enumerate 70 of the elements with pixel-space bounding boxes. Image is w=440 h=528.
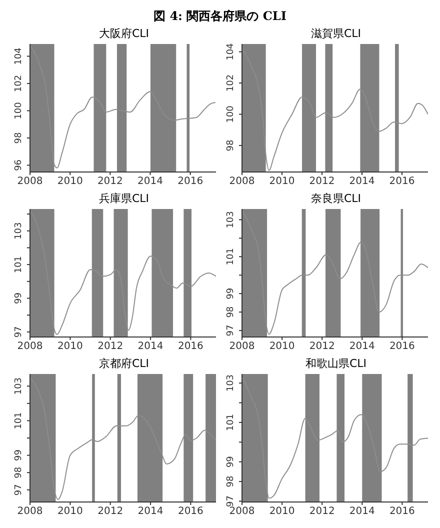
y-tick-label: 98: [14, 132, 24, 144]
chart-title: 和歌山県CLI: [304, 356, 368, 372]
y-tick-label: 99: [226, 288, 236, 300]
y-tick-label: 100: [14, 102, 24, 120]
x-tick-label: 2012: [309, 341, 335, 352]
x-tick-label: 2008: [229, 176, 255, 188]
line-series: [242, 210, 428, 335]
y-tick-label: 102: [226, 74, 236, 92]
x-tick-label: 2014: [138, 506, 164, 518]
x-tick-label: 2010: [57, 176, 83, 188]
x-tick-label: 2008: [17, 341, 43, 352]
chart-title: 滋賀県CLI: [310, 26, 362, 42]
y-tick-label: 101: [14, 256, 24, 274]
y-tick-label: 101: [226, 248, 236, 266]
y-tick-label: 103: [226, 211, 236, 228]
y-tick-label: 100: [226, 105, 236, 123]
y-tick-label: 102: [14, 74, 24, 92]
y-tick-label: 99: [226, 456, 236, 468]
y-tick-label: 99: [14, 292, 24, 304]
y-tick-label: 101: [14, 412, 24, 430]
x-tick-label: 2010: [57, 341, 83, 352]
x-tick-label: 2010: [269, 176, 295, 188]
x-tick-label: 2012: [97, 176, 123, 188]
y-tick-label: 104: [226, 42, 236, 60]
caption: 図 4: 関西各府県の CLI: [152, 8, 288, 25]
x-tick-label: 2010: [57, 506, 83, 518]
y-tick-label: 99: [14, 449, 24, 462]
x-tick-label: 2014: [349, 341, 375, 352]
y-tick-label: 97: [14, 484, 24, 496]
line-series: [30, 376, 216, 500]
line-series: [242, 376, 428, 499]
x-tick-label: 2012: [98, 341, 124, 352]
x-tick-label: 2014: [349, 506, 375, 518]
y-tick-label: 101: [226, 414, 236, 432]
x-tick-label: 2016: [389, 506, 415, 518]
x-tick-label: 2010: [269, 341, 295, 352]
x-tick-label: 2016: [389, 341, 415, 352]
x-tick-label: 2014: [138, 341, 164, 352]
x-tick-label: 2016: [178, 341, 204, 352]
x-tick-label: 2016: [178, 176, 204, 188]
chart-title: 兵庫県CLI: [98, 191, 150, 207]
x-tick-label: 2008: [229, 341, 255, 352]
y-tick-label: 103: [14, 378, 24, 395]
x-tick-label: 2008: [17, 176, 43, 188]
x-tick-label: 2014: [349, 176, 375, 188]
y-tick-label: 98: [226, 476, 236, 488]
x-tick-label: 2008: [229, 506, 255, 518]
x-tick-label: 2010: [269, 506, 295, 518]
line-series: [30, 210, 216, 335]
x-tick-label: 2016: [178, 506, 204, 518]
y-tick-label: 103: [226, 374, 236, 392]
y-tick-label: 98: [14, 466, 24, 478]
y-tick-label: 104: [14, 47, 24, 65]
x-tick-label: 2012: [309, 506, 335, 518]
chart-title: 京都府CLI: [98, 356, 150, 372]
y-tick-label: 98: [226, 139, 236, 152]
x-tick-label: 2014: [138, 176, 163, 188]
x-tick-label: 2012: [309, 176, 335, 188]
x-tick-label: 2012: [98, 506, 124, 518]
y-tick-label: 98: [226, 306, 236, 318]
line-series: [30, 44, 216, 168]
y-tick-label: 96: [14, 159, 24, 171]
y-tick-label: 103: [14, 222, 24, 240]
x-tick-label: 2016: [389, 176, 415, 188]
x-tick-label: 2008: [17, 506, 43, 518]
chart-title: 奈良県CLI: [310, 191, 362, 207]
chart-title: 大阪府CLI: [98, 26, 150, 42]
y-tick-label: 97: [14, 326, 24, 338]
y-tick-label: 97: [226, 495, 236, 507]
y-tick-label: 97: [226, 324, 236, 336]
